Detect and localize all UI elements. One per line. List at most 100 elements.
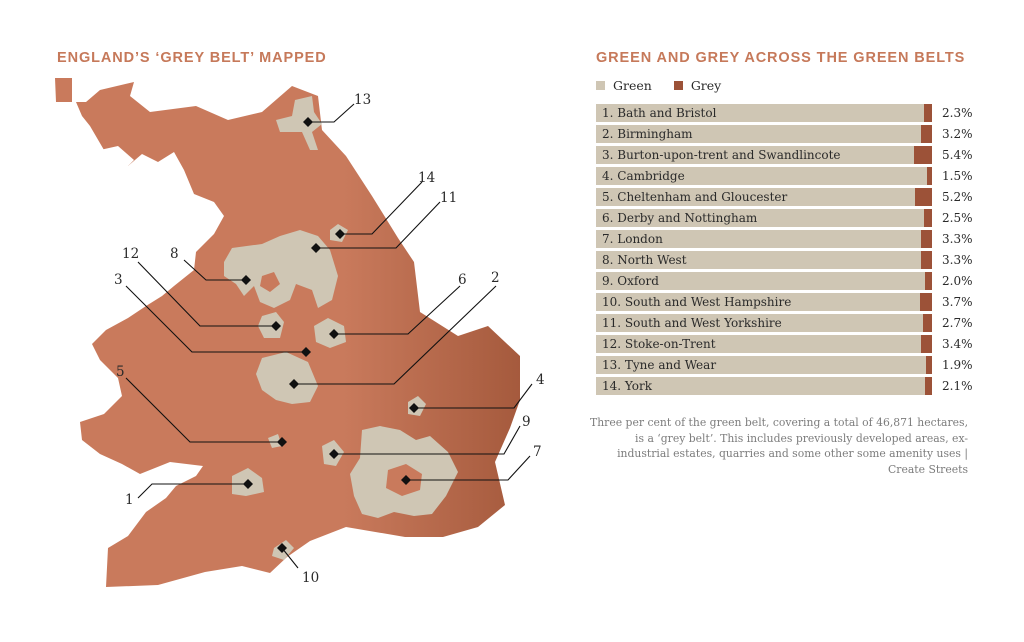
bar-track: 13. Tyne and Wear (596, 356, 932, 374)
marker-labels: 1 2 3 4 5 6 7 8 9 10 11 12 13 14 (114, 92, 545, 586)
marker-9 (329, 449, 339, 459)
bar-value-label: 3.7% (942, 295, 973, 309)
bar-grey-segment (925, 272, 932, 290)
bar-track: 4. Cambridge (596, 167, 932, 185)
bar-green-segment: 3. Burton-upon-trent and Swandlincote (596, 146, 914, 164)
marker-diamonds (241, 117, 419, 553)
marker-label-8: 8 (170, 246, 179, 262)
marker-3 (301, 347, 311, 357)
bar-row: 3. Burton-upon-trent and Swandlincote 5.4… (596, 145, 976, 166)
bar-value-label: 2.5% (942, 211, 973, 225)
chart-title: GREEN AND GREY ACROSS THE GREEN BELTS (596, 50, 966, 66)
bar-green-segment: 11. South and West Yorkshire (596, 314, 923, 332)
bar-value-label: 3.3% (942, 253, 973, 267)
bar-track: 6. Derby and Nottingham (596, 209, 932, 227)
chart-note: Three per cent of the green belt, coveri… (590, 416, 968, 476)
bar-grey-segment (926, 167, 932, 185)
bar-value-label: 3.4% (942, 337, 973, 351)
bar-value-label: 2.1% (942, 379, 973, 393)
bar-row: 12. Stoke-on-Trent 3.4% (596, 334, 976, 355)
bar-track: 5. Cheltenham and Gloucester (596, 188, 932, 206)
coast-inlet (100, 146, 134, 170)
bar-value-label: 2.3% (942, 106, 973, 120)
bar-grey-segment (923, 209, 932, 227)
green-belt-stoke (258, 312, 284, 338)
legend-label-green: Green (613, 78, 652, 93)
leader-line-10 (281, 547, 299, 569)
bar-row: 6. Derby and Nottingham 2.5% (596, 208, 976, 229)
bar-grey-segment (924, 104, 932, 122)
bar-track: 9. Oxford (596, 272, 932, 290)
leader-line-8 (183, 259, 246, 281)
marker-label-14: 14 (418, 170, 435, 186)
england-map: 1 2 3 4 5 6 7 8 9 10 11 12 13 14 (55, 78, 545, 587)
bar-row: 7. London 3.3% (596, 229, 976, 250)
marker-label-10: 10 (302, 570, 319, 586)
bar-green-segment: 1. Bath and Bristol (596, 104, 925, 122)
marker-label-4: 4 (536, 372, 545, 388)
marker-label-2: 2 (491, 270, 500, 286)
marker-label-7: 7 (533, 444, 542, 460)
marker-7 (401, 475, 411, 485)
bar-track: 3. Burton-upon-trent and Swandlincote (596, 146, 932, 164)
bar-green-segment: 9. Oxford (596, 272, 926, 290)
bar-green-segment: 12. Stoke-on-Trent (596, 335, 921, 353)
leader-line-14 (340, 181, 423, 235)
bar-grey-segment (913, 146, 932, 164)
bar-value-label: 1.5% (942, 169, 973, 183)
bar-row: 1. Bath and Bristol 2.3% (596, 103, 976, 124)
marker-12 (271, 321, 281, 331)
bar-category-label: 5. Cheltenham and Gloucester (602, 190, 788, 204)
marker-2 (289, 379, 299, 389)
bar-green-segment: 7. London (596, 230, 921, 248)
green-belt-cheltenham (268, 434, 282, 448)
bar-green-segment: 6. Derby and Nottingham (596, 209, 924, 227)
leader-line-4 (414, 383, 533, 409)
bar-category-label: 11. South and West Yorkshire (602, 316, 782, 330)
bar-value-label: 3.2% (942, 127, 973, 141)
bar-grey-segment (921, 125, 932, 143)
marker-label-12: 12 (122, 246, 139, 262)
legend-label-grey: Grey (690, 78, 722, 93)
bar-row: 8. North West 3.3% (596, 250, 976, 271)
bar-row: 13. Tyne and Wear 1.9% (596, 355, 976, 376)
marker-5 (277, 437, 287, 447)
bar-category-label: 14. York (602, 379, 653, 393)
leader-line-7 (406, 455, 531, 481)
bar-row: 14. York 2.1% (596, 376, 976, 397)
bar-grey-segment (920, 230, 932, 248)
bar-category-label: 6. Derby and Nottingham (602, 211, 758, 225)
bar-category-label: 3. Burton-upon-trent and Swandlincote (602, 148, 841, 162)
bar-category-label: 13. Tyne and Wear (602, 358, 717, 372)
bar-value-label: 1.9% (942, 358, 973, 372)
marker-1 (243, 479, 253, 489)
map-title: ENGLAND’S ‘GREY BELT’ MAPPED (57, 50, 327, 66)
bar-chart: 1. Bath and Bristol 2.3% 2. Birmingham 3.2%… (596, 103, 976, 397)
bar-category-label: 7. London (602, 232, 663, 246)
green-belt-yorkshire-north-west (224, 230, 338, 308)
bar-grey-segment (925, 356, 932, 374)
leader-line-6 (334, 285, 461, 335)
bar-category-label: 2. Birmingham (602, 127, 693, 141)
bar-category-label: 4. Cambridge (602, 169, 685, 183)
marker-label-9: 9 (522, 414, 531, 430)
bar-row: 11. South and West Yorkshire 2.7% (596, 313, 976, 334)
legend-item-green: Green (596, 78, 652, 93)
bar-track: 12. Stoke-on-Trent (596, 335, 932, 353)
bar-row: 9. Oxford 2.0% (596, 271, 976, 292)
bar-value-label: 3.3% (942, 232, 973, 246)
bar-category-label: 10. South and West Hampshire (602, 295, 792, 309)
marker-13 (303, 117, 313, 127)
leader-line-13 (308, 103, 355, 123)
bar-green-segment: 13. Tyne and Wear (596, 356, 926, 374)
marker-8 (241, 275, 251, 285)
bar-grey-segment (922, 314, 932, 332)
bar-track: 2. Birmingham (596, 125, 932, 143)
green-belt-tyne-and-wear (276, 96, 322, 150)
bar-category-label: 1. Bath and Bristol (602, 106, 717, 120)
bar-row: 4. Cambridge 1.5% (596, 166, 976, 187)
map-hole-north-west (260, 272, 280, 292)
green-belt-birmingham (256, 352, 318, 404)
bar-grey-segment (920, 335, 932, 353)
leader-line-1 (137, 483, 248, 499)
